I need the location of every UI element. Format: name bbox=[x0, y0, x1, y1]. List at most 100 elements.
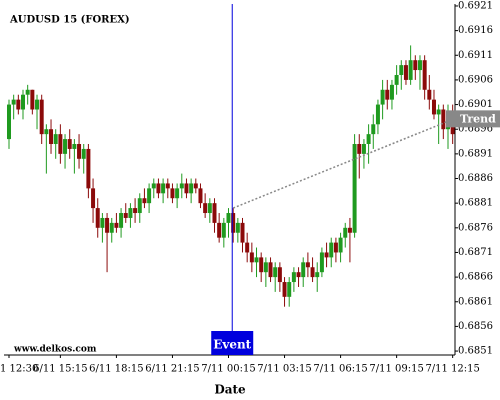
chart-title: AUDUSD 15 (FOREX) bbox=[9, 15, 130, 26]
candle-body bbox=[427, 89, 432, 100]
x-tick-label: 7/11 03:15 bbox=[257, 364, 311, 375]
candle-body bbox=[221, 222, 226, 238]
candle-body bbox=[413, 60, 418, 71]
candle-body bbox=[11, 99, 16, 105]
candle-body bbox=[347, 227, 352, 233]
candle-body bbox=[114, 222, 119, 228]
candle-body bbox=[324, 252, 329, 258]
trend-line bbox=[232, 118, 453, 209]
candle-body bbox=[100, 217, 105, 228]
candle-body bbox=[119, 213, 124, 228]
candle-body bbox=[72, 144, 77, 149]
trend-label: Trend bbox=[460, 112, 496, 125]
candle-body bbox=[212, 203, 217, 223]
candle-body bbox=[235, 222, 240, 233]
y-tick-label: 0.6921 bbox=[458, 0, 493, 11]
y-tick-label: 0.6851 bbox=[458, 346, 493, 357]
x-tick-label: 1 12:30 bbox=[0, 364, 38, 375]
candle-body bbox=[156, 183, 161, 194]
candle-body bbox=[399, 65, 404, 75]
candle-body bbox=[315, 272, 320, 278]
candle-body bbox=[333, 242, 338, 253]
candle-body bbox=[63, 139, 68, 154]
candle-body bbox=[109, 222, 114, 233]
candle-body bbox=[329, 242, 334, 258]
y-tick-label: 0.6896 bbox=[458, 124, 493, 135]
candle-body bbox=[6, 104, 11, 140]
candle-body bbox=[366, 134, 371, 145]
candle-body bbox=[49, 129, 54, 145]
candle-body bbox=[301, 262, 306, 278]
candle-body bbox=[137, 198, 142, 214]
candle-body bbox=[123, 213, 128, 218]
y-tick-label: 0.6881 bbox=[458, 198, 493, 209]
candle-body bbox=[385, 89, 390, 100]
candle-body bbox=[417, 60, 422, 71]
candle-body bbox=[30, 89, 35, 110]
candle-body bbox=[207, 203, 212, 214]
candle-body bbox=[25, 89, 30, 95]
candle-body bbox=[151, 183, 156, 189]
x-axis-title: Date bbox=[214, 383, 246, 397]
y-tick-label: 0.6916 bbox=[458, 25, 493, 36]
y-tick-label: 0.6876 bbox=[458, 222, 493, 233]
candle-body bbox=[343, 227, 348, 238]
candle-body bbox=[95, 208, 100, 228]
candle-body bbox=[81, 148, 86, 159]
event-label: Event bbox=[213, 338, 251, 352]
candle-body bbox=[16, 99, 21, 110]
y-tick-label: 0.6901 bbox=[458, 99, 493, 110]
y-tick-label: 0.6871 bbox=[458, 247, 493, 258]
candle-body bbox=[175, 188, 180, 199]
x-tick-label: 6/11 21:15 bbox=[145, 364, 199, 375]
candle-body bbox=[361, 144, 366, 154]
candle-body bbox=[44, 129, 49, 135]
plot bbox=[6, 45, 455, 307]
candle-body bbox=[86, 148, 91, 189]
candle-body bbox=[147, 188, 152, 204]
x-tick-label: 7/11 09:15 bbox=[369, 364, 423, 375]
candle-body bbox=[394, 74, 399, 85]
candle-body bbox=[277, 267, 282, 283]
x-tick-label: 6/11 18:15 bbox=[89, 364, 143, 375]
y-tick-label: 0.6886 bbox=[458, 173, 493, 184]
candle-body bbox=[259, 257, 264, 273]
candle-body bbox=[282, 282, 287, 297]
candle-body bbox=[179, 183, 184, 189]
candle-body bbox=[431, 99, 436, 115]
candle-body bbox=[305, 262, 310, 268]
candle-body bbox=[161, 183, 166, 194]
candle-body bbox=[67, 139, 72, 149]
trend-label-box bbox=[446, 110, 500, 128]
candle-body bbox=[273, 267, 278, 278]
candle-body bbox=[380, 89, 385, 105]
candle-body bbox=[77, 144, 82, 159]
y-tick-label: 0.6906 bbox=[458, 74, 493, 85]
event-label-box bbox=[211, 331, 254, 355]
candle-body bbox=[35, 99, 40, 110]
candle-body bbox=[338, 237, 343, 253]
candle-body bbox=[193, 183, 198, 189]
candle-body bbox=[231, 213, 236, 233]
candle-body bbox=[296, 272, 301, 278]
candle-body bbox=[375, 104, 380, 125]
candle-body bbox=[39, 99, 44, 135]
candle-body bbox=[21, 94, 26, 110]
candle-body bbox=[128, 208, 133, 218]
candle-body bbox=[403, 65, 408, 80]
candle-body bbox=[263, 262, 268, 273]
candle-body bbox=[203, 203, 208, 214]
candle-body bbox=[217, 222, 222, 238]
x-tick-label: 7/11 00:15 bbox=[201, 364, 255, 375]
candle-body bbox=[441, 109, 446, 130]
candle-body bbox=[170, 188, 175, 199]
candle-body bbox=[357, 144, 362, 154]
candle-body bbox=[240, 222, 245, 243]
y-tick-label: 0.6911 bbox=[458, 50, 493, 61]
y-tick-label: 0.6861 bbox=[458, 296, 493, 307]
watermark: www.delkos.com bbox=[13, 345, 97, 355]
candle-body bbox=[53, 134, 58, 145]
candle-body bbox=[436, 109, 441, 115]
candle-body bbox=[310, 267, 315, 278]
